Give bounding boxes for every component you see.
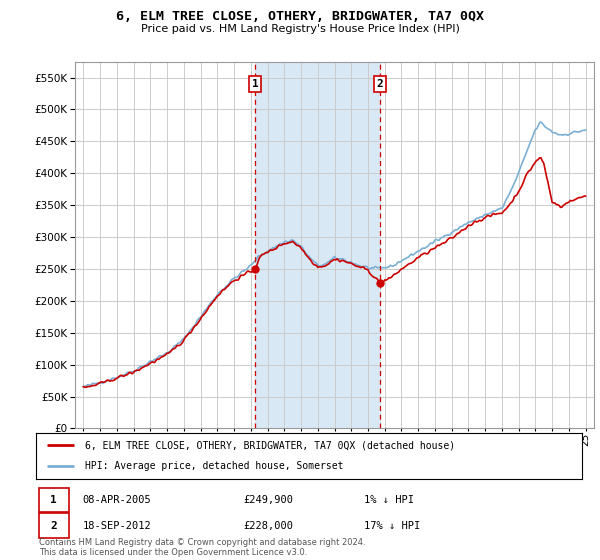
Text: 6, ELM TREE CLOSE, OTHERY, BRIDGWATER, TA7 0QX (detached house): 6, ELM TREE CLOSE, OTHERY, BRIDGWATER, T… xyxy=(85,440,455,450)
Text: 1: 1 xyxy=(252,79,259,89)
Text: £228,000: £228,000 xyxy=(244,520,293,530)
Text: Contains HM Land Registry data © Crown copyright and database right 2024.
This d: Contains HM Land Registry data © Crown c… xyxy=(39,538,365,557)
Text: £249,900: £249,900 xyxy=(244,495,293,505)
Text: 2: 2 xyxy=(377,79,383,89)
Text: 1% ↓ HPI: 1% ↓ HPI xyxy=(364,495,413,505)
Text: 08-APR-2005: 08-APR-2005 xyxy=(82,495,151,505)
Text: 17% ↓ HPI: 17% ↓ HPI xyxy=(364,520,420,530)
FancyBboxPatch shape xyxy=(39,513,69,538)
Text: 1: 1 xyxy=(50,495,57,505)
Text: 2: 2 xyxy=(50,520,57,530)
FancyBboxPatch shape xyxy=(39,488,69,512)
Text: HPI: Average price, detached house, Somerset: HPI: Average price, detached house, Some… xyxy=(85,461,344,472)
Bar xyxy=(256,62,380,428)
Text: 18-SEP-2012: 18-SEP-2012 xyxy=(82,520,151,530)
Text: Price paid vs. HM Land Registry's House Price Index (HPI): Price paid vs. HM Land Registry's House … xyxy=(140,24,460,34)
Text: 6, ELM TREE CLOSE, OTHERY, BRIDGWATER, TA7 0QX: 6, ELM TREE CLOSE, OTHERY, BRIDGWATER, T… xyxy=(116,10,484,22)
